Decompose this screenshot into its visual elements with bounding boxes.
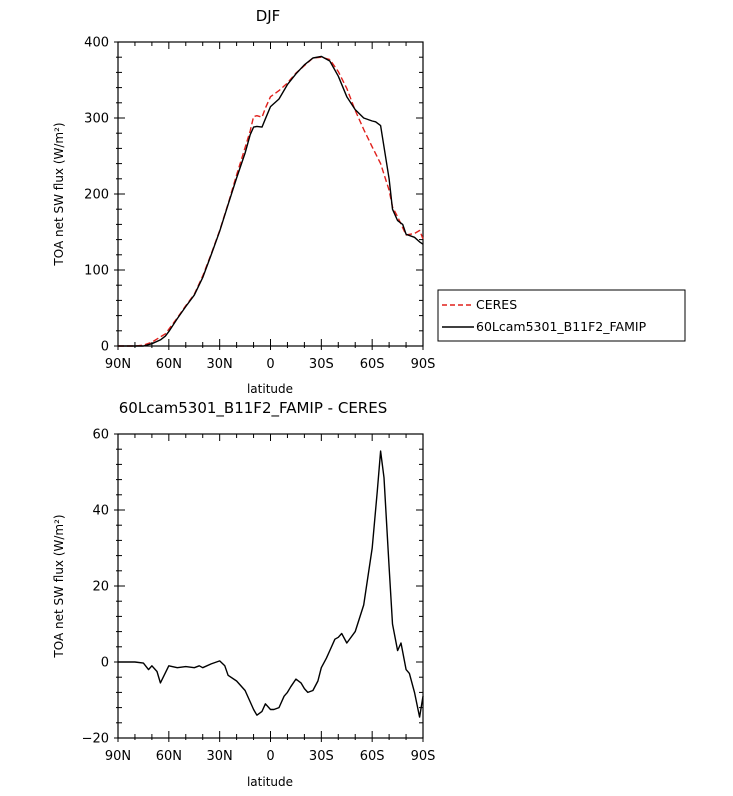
top-chart-title: DJF [256, 7, 281, 25]
top-y-tick-label: 400 [84, 36, 109, 51]
bottom-x-tick-label: 60S [360, 749, 385, 764]
bottom-series-line-0 [118, 450, 424, 718]
bottom-y-tick-label: 0 [101, 656, 109, 671]
top-y-axis-label: TOA net SW flux (W/m²) [52, 122, 66, 266]
top-x-axis-label: latitude [247, 382, 293, 396]
bottom-x-tick-label: 30N [207, 749, 233, 764]
top-x-tick-label: 30N [207, 357, 233, 372]
top-y-ticks: 0 100 200 300 400 [84, 36, 423, 355]
bottom-plot-frame [117, 433, 424, 739]
top-series-line-ceres [118, 56, 424, 347]
top-x-tick-label: 30S [309, 357, 334, 372]
bottom-x-axis-label: latitude [247, 775, 293, 789]
top-x-tick-label: 60S [360, 357, 385, 372]
bottom-x-tick-label: 90N [105, 749, 131, 764]
top-plot-frame [117, 41, 424, 347]
top-x-tick-label: 60N [156, 357, 182, 372]
top-x-tick-label: 90N [105, 357, 131, 372]
legend-entry-ceres: CERES [476, 297, 517, 312]
bottom-x-tick-label: 60N [156, 749, 182, 764]
bottom-y-tick-label: 60 [92, 428, 109, 443]
bottom-x-tick-label: 30S [309, 749, 334, 764]
bottom-y-tick-label: 40 [92, 504, 109, 519]
bottom-y-tick-label: −20 [82, 732, 109, 747]
top-x-tick-label: 90S [411, 357, 436, 372]
top-y-tick-label: 100 [84, 264, 109, 279]
bottom-panel: 60Lcam5301_B11F2_FAMIP - CERES −20 0 20 40 6… [52, 399, 435, 789]
bottom-x-tick-label: 90S [411, 749, 436, 764]
bottom-x-ticks: 90N 60N 30N 0 30S 60S 90S [105, 434, 436, 764]
bottom-y-axis-label: TOA net SW flux (W/m²) [52, 514, 66, 658]
legend-box [437, 289, 686, 342]
top-y-tick-label: 300 [84, 112, 109, 127]
top-x-ticks: 90N 60N 30N 0 30S 60S 90S [105, 42, 436, 372]
legend-entry-model: 60Lcam5301_B11F2_FAMIP [476, 319, 647, 334]
top-series-line-60lcam5301-b11f2-famip [118, 55, 424, 347]
top-panel: DJF 0 100 200 300 400 90N 60N 30N 0 30S 60S 90S la… [52, 7, 686, 396]
top-y-tick-label: 200 [84, 188, 109, 203]
bottom-chart-title: 60Lcam5301_B11F2_FAMIP - CERES [119, 399, 387, 418]
top-y-tick-label: 0 [101, 340, 109, 355]
bottom-y-tick-label: 20 [92, 580, 109, 595]
top-x-tick-label: 0 [266, 357, 274, 372]
bottom-x-tick-label: 0 [266, 749, 274, 764]
bottom-series-lines [118, 450, 424, 718]
legend: CERES 60Lcam5301_B11F2_FAMIP [437, 289, 686, 342]
bottom-y-ticks: −20 0 20 40 60 [82, 428, 423, 747]
top-series-lines [118, 55, 424, 347]
